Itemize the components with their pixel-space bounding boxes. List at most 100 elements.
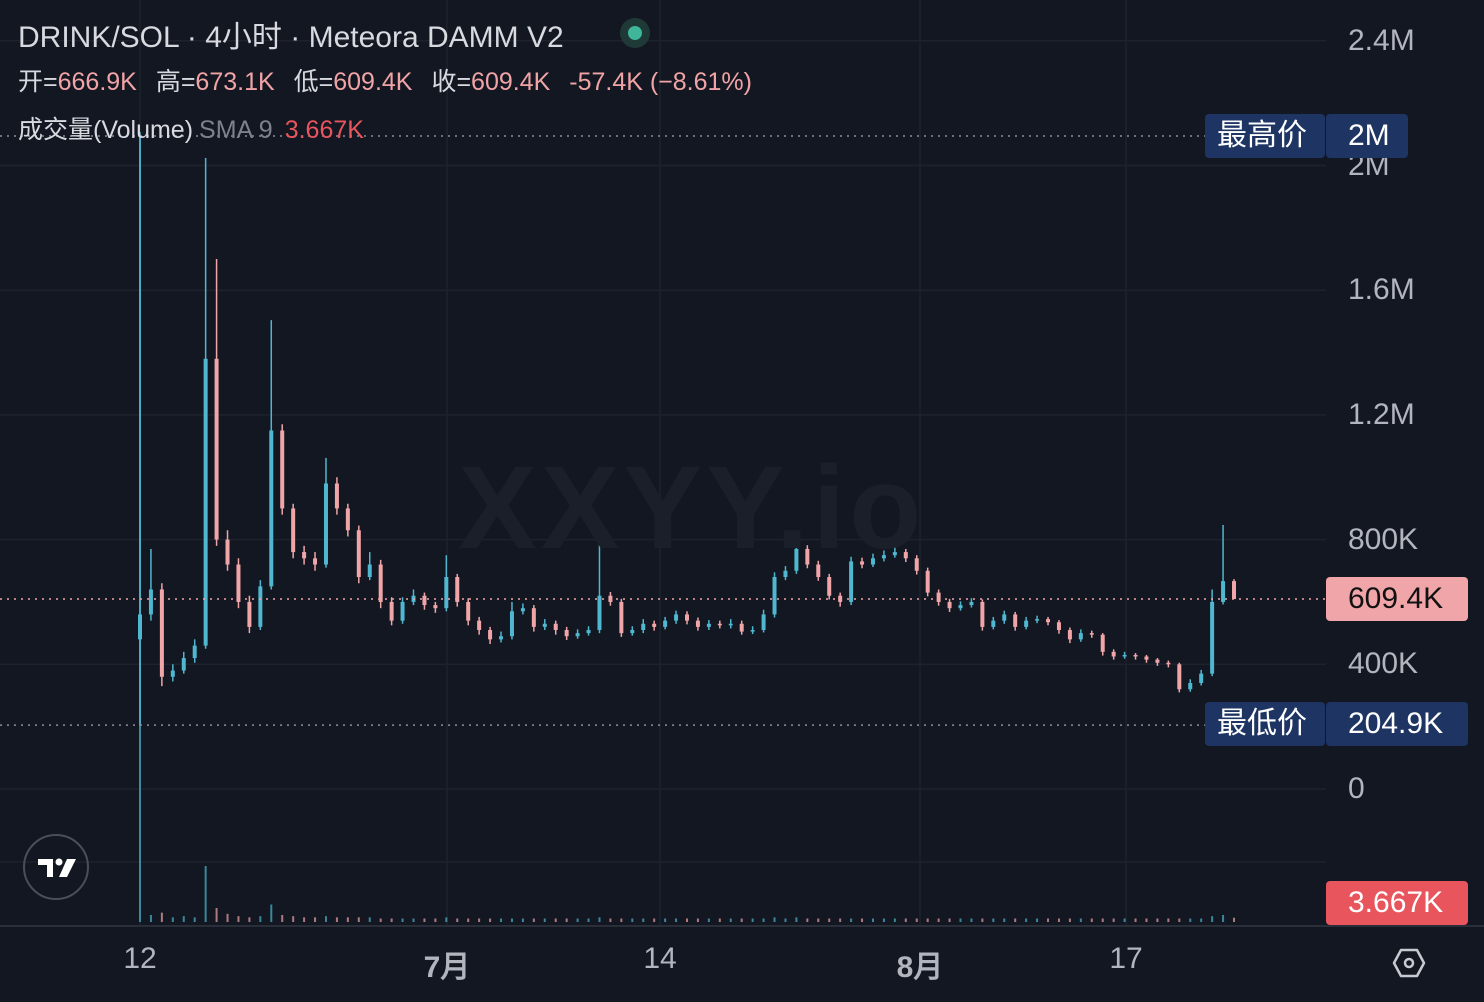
candle-body — [542, 623, 547, 627]
candle-body — [925, 570, 930, 593]
candle-body — [772, 577, 777, 615]
tradingview-logo[interactable] — [23, 834, 89, 900]
candle-body — [1144, 656, 1149, 660]
candle-body — [564, 630, 569, 637]
volume-bar — [642, 918, 645, 922]
volume-bar — [795, 917, 798, 922]
volume-bar — [1112, 918, 1115, 922]
y-tick-label: 2.4M — [1348, 23, 1415, 57]
volume-bar — [456, 918, 459, 922]
volume-bar — [948, 918, 951, 922]
candle-body — [1002, 614, 1007, 621]
volume-bar — [696, 918, 699, 922]
status-dot — [620, 18, 650, 48]
volume-sma-label: SMA 9 — [199, 116, 273, 144]
volume-bar — [926, 918, 929, 922]
candle-body — [170, 670, 175, 677]
candle-body — [477, 620, 482, 631]
volume-legend: 成交量(Volume) SMA 9 3.667K — [18, 110, 364, 146]
volume-bar — [762, 918, 765, 922]
candle-body — [291, 508, 296, 553]
candle-body — [1035, 619, 1040, 621]
candle-body — [991, 620, 996, 627]
volume-bar — [248, 917, 251, 922]
volume-bar — [467, 918, 470, 922]
candle-body — [280, 430, 285, 509]
volume-bar — [368, 917, 371, 922]
volume-bar — [970, 918, 973, 922]
candle-body — [466, 601, 471, 621]
volume-bar — [620, 918, 623, 922]
candle-body — [652, 623, 657, 627]
volume-bar — [270, 904, 273, 922]
volume-bar — [1178, 918, 1181, 922]
candle-body — [739, 623, 744, 632]
candle-body — [378, 564, 383, 602]
candle-body — [761, 614, 766, 631]
candle-body — [816, 564, 821, 578]
settings-icon[interactable] — [1392, 946, 1426, 980]
volume-bar — [664, 918, 667, 922]
volume-bar — [1036, 918, 1039, 922]
candle-body — [827, 577, 832, 596]
candle-body — [214, 358, 219, 540]
close-label: 收= — [431, 68, 472, 96]
x-tick-label: 14 — [643, 942, 677, 975]
volume-bar — [423, 918, 426, 922]
volume-bar — [1101, 918, 1104, 922]
candles — [138, 134, 1236, 726]
volume-bar — [806, 918, 809, 922]
candle-body — [794, 548, 799, 571]
volume-bar — [1057, 918, 1060, 922]
candle-body — [247, 601, 252, 627]
volume-bar — [1079, 918, 1082, 922]
volume-bar — [1189, 918, 1192, 922]
open-value: 666.9K — [57, 68, 137, 96]
lowest-price-label: 最低价 — [1205, 702, 1325, 746]
candle-body — [433, 605, 438, 609]
volume-bar — [740, 918, 743, 922]
volume-bar — [303, 917, 306, 922]
volume-bar — [554, 918, 557, 922]
watermark: XXYY.io — [458, 442, 926, 574]
volume-bar — [784, 918, 787, 922]
chart-title: DRINK/SOL · 4小时 · Meteora DAMM V2 — [18, 21, 564, 54]
low-label: 低= — [293, 68, 334, 96]
volume-bar — [1047, 918, 1050, 922]
candle-body — [1133, 654, 1138, 657]
volume-bar — [1200, 918, 1203, 922]
candle-body — [805, 548, 810, 565]
candle-body — [367, 564, 372, 578]
volume-bar — [346, 917, 349, 922]
volume-bar — [532, 918, 535, 922]
volume-bar — [839, 918, 842, 922]
volume-bar — [1090, 918, 1093, 922]
lowest-price-value: 204.9K — [1326, 702, 1468, 746]
candle-body — [685, 614, 689, 621]
volume-bar — [675, 918, 678, 922]
volume-bar — [1134, 918, 1137, 922]
volume-bar — [489, 918, 492, 922]
candle-body — [947, 601, 952, 609]
x-tick-label: 7月 — [423, 951, 471, 984]
candle-body — [1024, 620, 1029, 627]
volume-bar — [882, 918, 885, 922]
candle-body — [356, 530, 361, 578]
volume-bar — [281, 915, 284, 922]
volume-sma-value: 3.667K — [284, 116, 364, 144]
volume-bar — [215, 908, 218, 922]
candle-body — [674, 614, 679, 621]
candle-body — [444, 577, 449, 609]
candle-body — [1232, 581, 1236, 600]
candle-body — [345, 508, 350, 531]
volume-bar — [434, 918, 437, 922]
volume-bar — [773, 917, 776, 922]
candle-body — [192, 645, 197, 659]
candle-body — [728, 623, 733, 626]
volume-bar — [510, 918, 513, 922]
volume-bar — [237, 916, 240, 922]
candle-body — [860, 561, 865, 565]
volume-bar — [828, 918, 831, 922]
volume-bar — [576, 918, 579, 922]
